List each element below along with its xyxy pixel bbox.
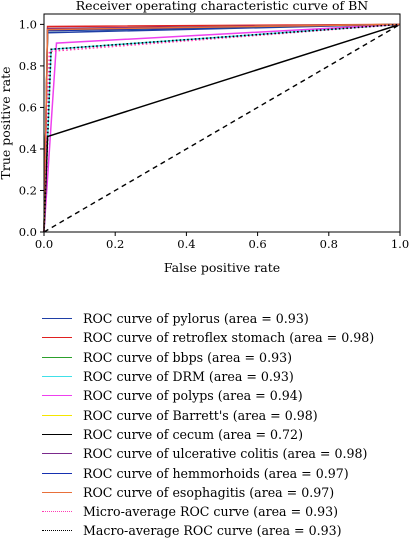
- y-axis-label: True positive rate: [0, 67, 13, 180]
- series-line-10: [43, 23, 401, 233]
- roc-chart: Receiver operating characteristic curve …: [0, 0, 409, 275]
- y-tick-label-3: 0.6: [19, 100, 37, 114]
- legend-label: ROC curve of DRM (area = 0.93): [83, 369, 294, 385]
- legend-item: ROC curve of esophagitis (area = 0.97): [36, 483, 401, 502]
- x-tick-label-3: 0.6: [248, 237, 266, 251]
- series-line-6: [43, 23, 401, 233]
- series-line-5: [43, 23, 401, 233]
- legend-swatch: [42, 376, 72, 378]
- series-line-4: [43, 23, 401, 233]
- series-line-7: [43, 23, 401, 233]
- legend-swatch: [42, 491, 72, 493]
- legend-label: ROC curve of Barrett's (area = 0.98): [83, 407, 318, 423]
- legend-swatch: [42, 433, 72, 435]
- y-tick-label-0: 0.0: [19, 225, 37, 239]
- legend-swatch: [42, 511, 72, 513]
- legend-swatch: [42, 395, 72, 397]
- legend-item: Macro-average ROC curve (area = 0.93): [36, 521, 401, 540]
- y-tick-label-1: 0.2: [19, 183, 37, 197]
- x-tick-label-4: 0.8: [320, 237, 338, 251]
- chart-title: Receiver operating characteristic curve …: [76, 0, 369, 13]
- x-tick-label-2: 0.4: [177, 237, 195, 251]
- legend-item: ROC curve of polyps (area = 0.94): [36, 386, 401, 405]
- legend-item: ROC curve of pylorus (area = 0.93): [36, 309, 401, 328]
- legend-label: ROC curve of esophagitis (area = 0.97): [83, 484, 335, 500]
- legend-label: ROC curve of bbps (area = 0.93): [83, 349, 293, 365]
- legend-swatch: [42, 453, 72, 455]
- legend-item: ROC curve of hemmorhoids (area = 0.97): [36, 463, 401, 482]
- legend-label: ROC curve of polyps (area = 0.94): [83, 388, 303, 404]
- chart-legend: ROC curve of pylorus (area = 0.93) ROC cu…: [36, 309, 401, 541]
- legend-label: Micro-average ROC curve (area = 0.93): [83, 504, 339, 520]
- legend-label: Macro-average ROC curve (area = 0.93): [83, 523, 342, 539]
- legend-swatch: [42, 472, 72, 474]
- series-line-3: [43, 23, 401, 233]
- legend-item: ROC curve of retroflex stomach (area = 0…: [36, 328, 401, 347]
- series-line-11: [43, 23, 401, 233]
- legend-swatch: [42, 337, 72, 339]
- legend-label: ROC curve of ulcerative colitis (area = …: [83, 446, 368, 462]
- legend-swatch: [42, 414, 72, 416]
- series-line-0: [43, 23, 401, 233]
- legend-label: ROC curve of cecum (area = 0.72): [83, 426, 303, 442]
- legend-item: ROC curve of bbps (area = 0.93): [36, 348, 401, 367]
- legend-item: Micro-average ROC curve (area = 0.93): [36, 502, 401, 521]
- legend-item: ROC curve of DRM (area = 0.93): [36, 367, 401, 386]
- y-tick-label-2: 0.4: [19, 142, 37, 156]
- series-line-9: [43, 23, 401, 233]
- legend-item: ROC curve of ulcerative colitis (area = …: [36, 444, 401, 463]
- x-tick-label-0: 0.0: [35, 237, 53, 251]
- x-tick-label-1: 0.2: [106, 237, 124, 251]
- legend-item: ROC curve of cecum (area = 0.72): [36, 425, 401, 444]
- legend-swatch: [42, 356, 72, 358]
- x-axis-label: False positive rate: [164, 260, 280, 275]
- legend-swatch: [42, 530, 72, 532]
- series-line-1: [43, 23, 401, 233]
- chance-reference-line: [43, 23, 401, 233]
- series-line-2: [43, 23, 401, 233]
- y-tick-label-4: 0.8: [19, 59, 37, 73]
- y-tick-label-5: 1.0: [19, 17, 37, 31]
- legend-label: ROC curve of retroflex stomach (area = 0…: [83, 330, 375, 346]
- legend-swatch: [42, 318, 72, 320]
- plot-frame: [43, 13, 401, 233]
- legend-item: ROC curve of Barrett's (area = 0.98): [36, 405, 401, 424]
- legend-label: ROC curve of pylorus (area = 0.93): [83, 311, 309, 327]
- legend-label: ROC curve of hemmorhoids (area = 0.97): [83, 465, 349, 481]
- x-tick-label-5: 1.0: [391, 237, 409, 251]
- series-line-8: [43, 23, 401, 233]
